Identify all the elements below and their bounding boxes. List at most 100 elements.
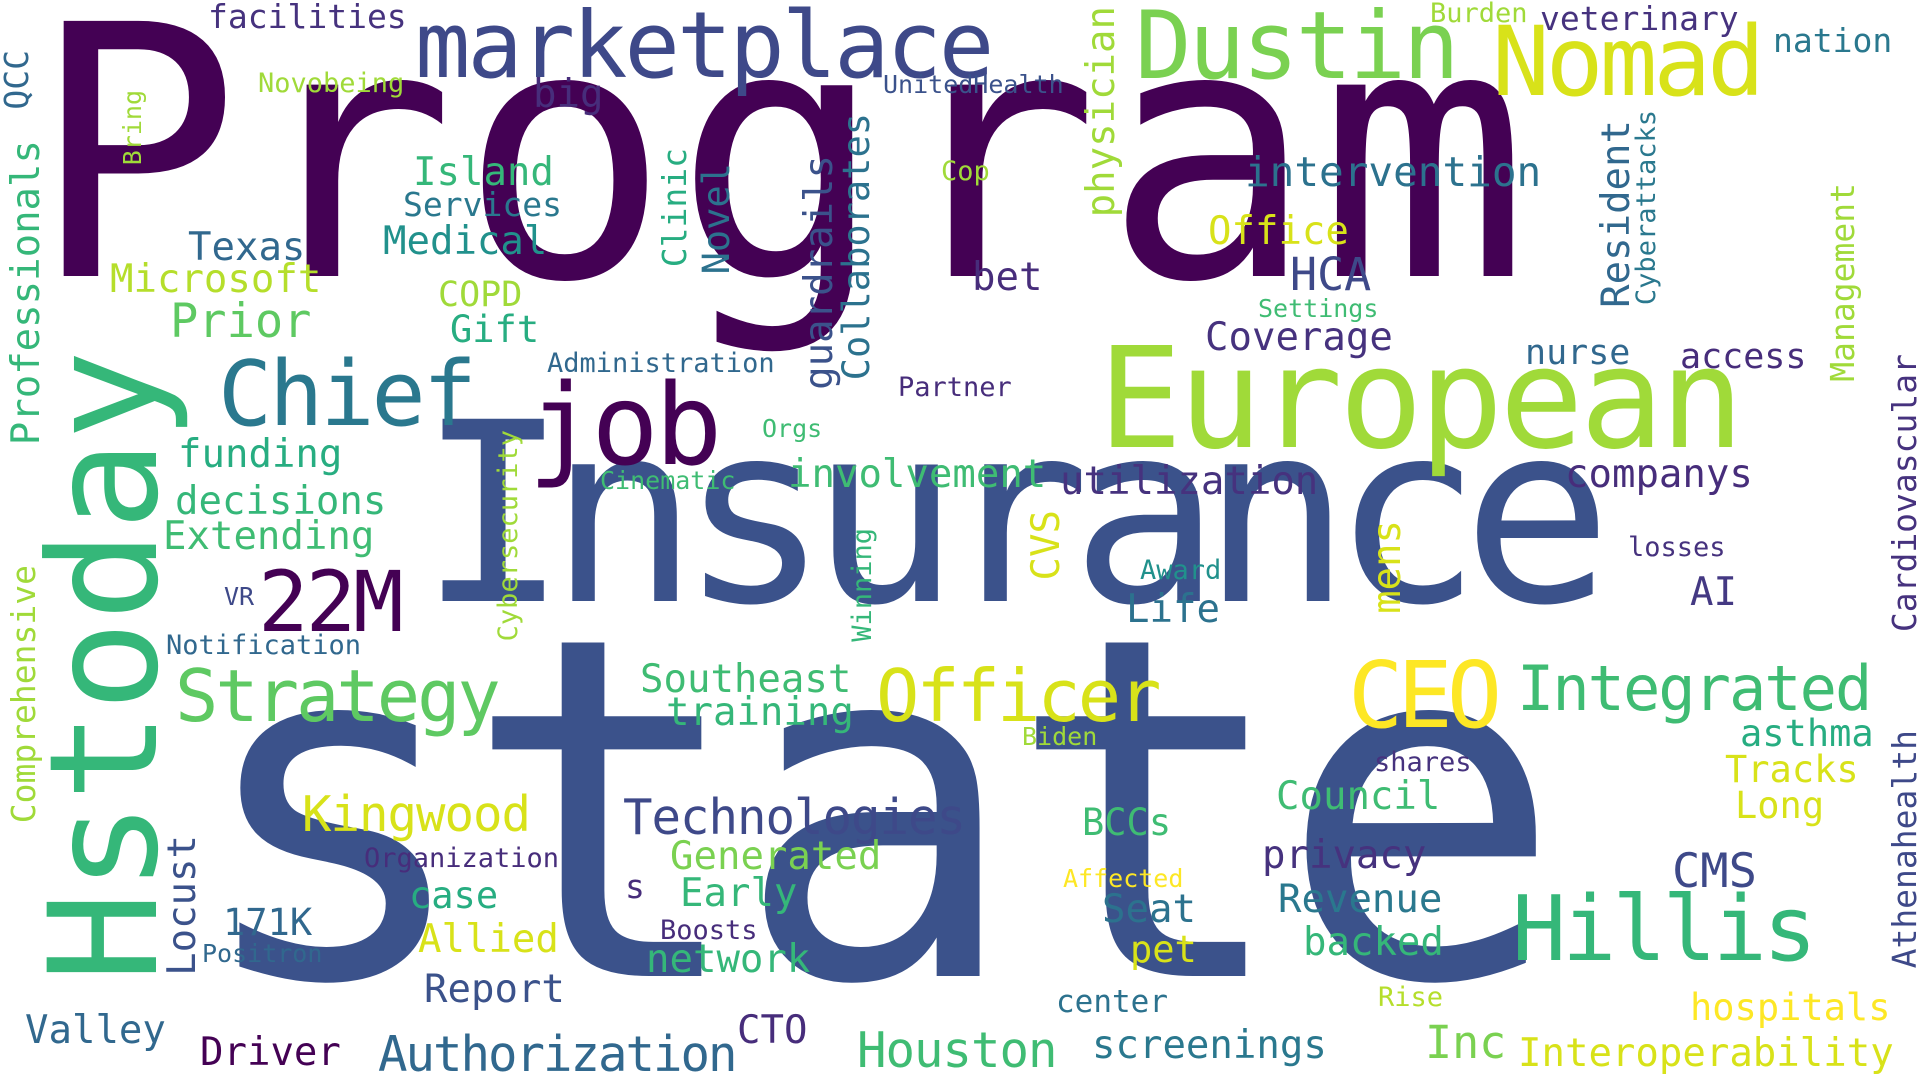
- word-orgs: Orgs: [762, 414, 823, 443]
- word-cybersecurity: Cybersecurity: [493, 430, 524, 642]
- word-tracks: Tracks: [1725, 748, 1859, 791]
- word-inc: Inc: [1425, 1016, 1507, 1069]
- word-prior: Prior: [170, 294, 312, 349]
- word-center: center: [1056, 984, 1168, 1020]
- word-shares: shares: [1374, 747, 1472, 778]
- word-management: Management: [1823, 183, 1862, 382]
- word-insurance: Insurance: [418, 369, 1613, 660]
- word-access: access: [1680, 337, 1807, 377]
- word-case: case: [409, 874, 499, 917]
- word-medical: Medical: [383, 219, 548, 264]
- word-kingwood: Kingwood: [302, 786, 531, 843]
- word-boosts: Boosts: [660, 915, 758, 946]
- word-generated: Generated: [670, 834, 882, 879]
- word-vr: VR: [224, 582, 255, 611]
- word-gift: Gift: [450, 308, 540, 351]
- word-coverage: Coverage: [1205, 315, 1393, 360]
- word-hstoday: Hstoday: [18, 350, 192, 983]
- word-novel: Novel: [695, 163, 738, 275]
- word-clinic: Clinic: [655, 148, 694, 268]
- word-locust: Locust: [160, 835, 205, 976]
- word-rise: Rise: [1378, 982, 1444, 1013]
- word-council: Council: [1276, 774, 1441, 819]
- word-big: big: [533, 72, 604, 117]
- word-cyberattacks: Cyberattacks: [1631, 110, 1662, 306]
- word-intervention: intervention: [1245, 148, 1542, 196]
- word-dustin: Dustin: [1135, 0, 1460, 101]
- word-screenings: screenings: [1092, 1023, 1327, 1068]
- word-burden: Burden: [1430, 0, 1528, 29]
- word-technologies: Technologies: [623, 789, 966, 846]
- word-bet: bet: [972, 255, 1043, 300]
- word-award: Award: [1140, 555, 1222, 586]
- word-veterinary: veterinary: [1540, 0, 1739, 38]
- word-marketplace: marketplace: [415, 0, 994, 99]
- word-authorization: Authorization: [378, 1026, 738, 1080]
- word-notification: Notification: [166, 630, 362, 661]
- word-professionals: Professionals: [4, 140, 49, 446]
- word-island: Island: [413, 150, 554, 195]
- word-novobeing: Novobeing: [258, 68, 405, 99]
- word-biden: Biden: [1022, 722, 1098, 751]
- word-cinematic: Cinematic: [600, 466, 736, 495]
- word-strategy: Strategy: [175, 654, 501, 738]
- word-network: network: [646, 937, 811, 982]
- word-unitedhealth: UnitedHealth: [883, 70, 1064, 99]
- word-cvs: CVS: [1024, 510, 1069, 581]
- word-office: Office: [1208, 209, 1349, 254]
- word-ceo: CEO: [1348, 642, 1502, 749]
- word-program: Program: [30, 0, 1534, 359]
- word-european: European: [1098, 318, 1744, 481]
- word-asthma: asthma: [1740, 712, 1874, 755]
- word-positron: Positron: [202, 939, 323, 968]
- word-pet: pet: [1130, 928, 1197, 971]
- word-driver: Driver: [200, 1030, 341, 1075]
- word-comprehensive: Comprehensive: [4, 565, 43, 824]
- word-services: Services: [403, 185, 562, 224]
- word-hospitals: hospitals: [1690, 986, 1891, 1029]
- word-settings: Settings: [1258, 294, 1379, 323]
- word-funding: funding: [178, 432, 343, 477]
- word-athenahealth: Athenahealth: [1885, 730, 1920, 969]
- word-copd: COPD: [438, 275, 523, 315]
- word-decisions: decisions: [175, 479, 387, 524]
- word-hillis: Hillis: [1512, 877, 1817, 982]
- word-allied: Allied: [418, 917, 559, 962]
- word-state: state: [190, 536, 1564, 1080]
- word-valley: Valley: [25, 1008, 166, 1053]
- word-nation: nation: [1773, 21, 1893, 60]
- word-cop: Cop: [941, 156, 990, 187]
- word-guardrails: guardrails: [797, 155, 842, 390]
- word-job: job: [528, 361, 722, 491]
- word-cardiovascular: Cardiovascular: [1885, 354, 1920, 633]
- word-bccs: BCCs: [1082, 801, 1172, 844]
- word-interoperability: Interoperability: [1518, 1031, 1894, 1076]
- word-physician: physician: [1079, 6, 1124, 218]
- word-seat: Seat: [1102, 887, 1196, 932]
- word-collaborates: Collaborates: [835, 113, 878, 381]
- word-organization: Organization: [364, 843, 560, 874]
- word-nomad: Nomad: [1492, 6, 1765, 118]
- word-companys: companys: [1565, 452, 1753, 497]
- word-southeast: Southeast: [640, 657, 852, 702]
- word-utilization: utilization: [1060, 459, 1319, 504]
- word-mens: mens: [1365, 520, 1410, 614]
- word-houston: Houston: [857, 1022, 1058, 1079]
- word-s: s: [625, 867, 645, 906]
- word-revenue: Revenue: [1278, 877, 1443, 922]
- word-partner: Partner: [898, 372, 1012, 403]
- word-life: Life: [1126, 587, 1220, 632]
- word-hca: HCA: [1290, 248, 1372, 301]
- word-texas: Texas: [188, 225, 306, 270]
- word-long: Long: [1735, 784, 1825, 827]
- word-backed: backed: [1303, 920, 1444, 965]
- word-administration: Administration: [547, 348, 775, 379]
- word-cms: CMS: [1672, 844, 1757, 899]
- word-facilities: facilities: [208, 0, 407, 36]
- word-qcc: QCC: [0, 50, 36, 110]
- word-chief: Chief: [218, 342, 477, 447]
- word-nurse: nurse: [1525, 333, 1631, 373]
- word-training: training: [666, 690, 854, 735]
- word-ai: AI: [1690, 570, 1737, 615]
